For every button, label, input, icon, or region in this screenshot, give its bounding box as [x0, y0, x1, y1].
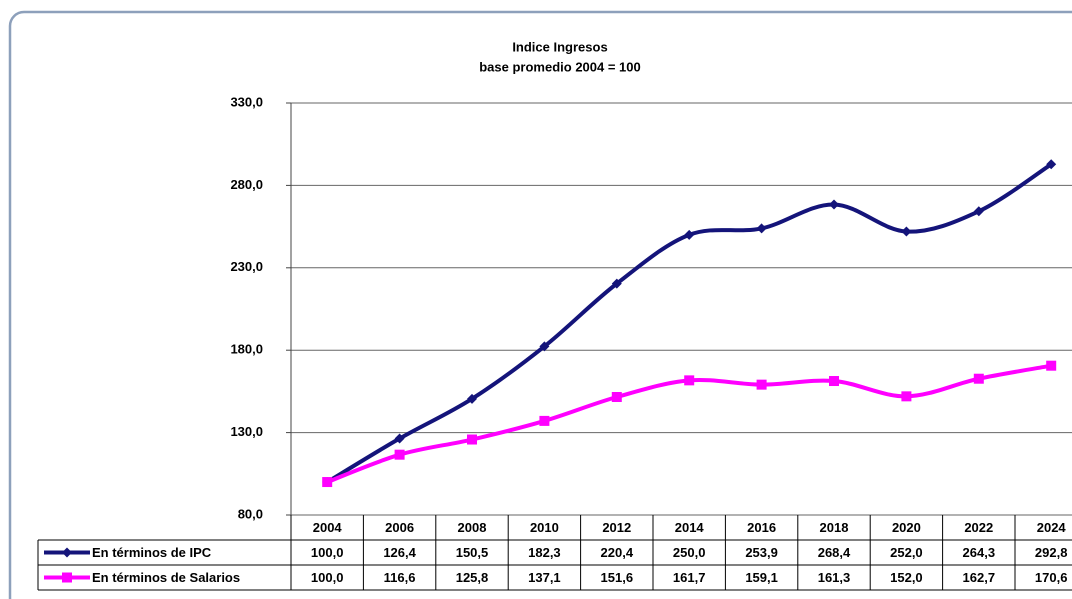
- marker: [322, 477, 333, 488]
- marker: [467, 393, 477, 404]
- legend-marker: [62, 547, 72, 558]
- marker: [539, 341, 550, 352]
- data-label: 162,7: [963, 570, 996, 585]
- data-label: 159,1: [745, 570, 778, 585]
- x-tick-label: 2016: [747, 520, 776, 535]
- series-line: [326, 162, 1053, 484]
- legend-label: En términos de Salarios: [92, 570, 240, 585]
- data-label: 292,8: [1035, 545, 1068, 560]
- chart-subtitle: base promedio 2004 = 100: [479, 59, 641, 74]
- chart-title: Indice Ingresos: [512, 39, 607, 54]
- x-tick-label: 2008: [458, 520, 487, 535]
- data-label: 125,8: [456, 570, 489, 585]
- legend-marker: [62, 572, 72, 583]
- data-label: 170,6: [1035, 570, 1068, 585]
- y-tick-label: 230,0: [230, 259, 263, 274]
- data-label: 126,4: [383, 545, 416, 560]
- marker: [1046, 360, 1057, 371]
- marker: [901, 226, 912, 237]
- data-label: 100,0: [311, 545, 344, 560]
- x-tick-label: 2014: [675, 520, 705, 535]
- data-label: 182,3: [528, 545, 561, 560]
- marker: [829, 199, 839, 210]
- x-tick-label: 2020: [892, 520, 921, 535]
- y-tick-label: 80,0: [238, 506, 263, 521]
- marker: [684, 375, 695, 386]
- x-tick-label: 2024: [1037, 520, 1067, 535]
- data-label: 116,6: [384, 570, 416, 585]
- x-tick-label: 2012: [602, 520, 631, 535]
- data-label: 264,3: [963, 545, 996, 560]
- data-label: 151,6: [601, 570, 634, 585]
- data-label: 100,0: [311, 570, 344, 585]
- data-label: 220,4: [601, 545, 634, 560]
- marker: [756, 223, 767, 234]
- x-tick-label: 2018: [820, 520, 849, 535]
- x-tick-label: 2010: [530, 520, 559, 535]
- frame: [8, 10, 1072, 599]
- x-tick-label: 2006: [385, 520, 414, 535]
- marker: [756, 379, 767, 390]
- marker: [467, 434, 477, 445]
- data-label: 150,5: [456, 545, 489, 560]
- marker: [394, 433, 405, 444]
- y-tick-label: 130,0: [230, 424, 263, 439]
- data-label: 250,0: [673, 545, 706, 560]
- marker: [539, 415, 550, 426]
- data-label: 161,3: [818, 570, 851, 585]
- marker: [611, 392, 622, 403]
- x-tick-label: 2004: [313, 520, 343, 535]
- data-label: 268,4: [818, 545, 851, 560]
- legend-label: En términos de IPC: [92, 545, 212, 560]
- x-tick-label: 2022: [964, 520, 993, 535]
- data-label: 137,1: [528, 570, 561, 585]
- marker: [829, 376, 839, 387]
- y-tick-label: 280,0: [230, 177, 263, 192]
- marker: [394, 449, 405, 460]
- data-label: 252,0: [890, 545, 923, 560]
- y-tick-label: 330,0: [230, 94, 263, 109]
- marker: [901, 391, 912, 402]
- marker: [973, 373, 984, 384]
- marker: [973, 206, 984, 217]
- marker: [684, 229, 695, 240]
- marker: [611, 278, 622, 289]
- y-tick-label: 180,0: [230, 342, 263, 357]
- data-label: 253,9: [745, 545, 778, 560]
- data-label: 161,7: [673, 570, 706, 585]
- marker: [1046, 159, 1057, 170]
- data-label: 152,0: [890, 570, 923, 585]
